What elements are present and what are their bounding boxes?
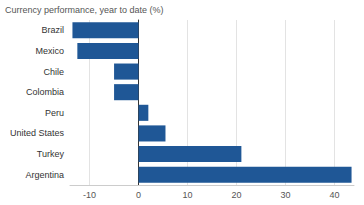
svg-text:10: 10 [183,190,193,200]
svg-text:Turkey: Turkey [37,149,65,159]
svg-text:Argentina: Argentina [25,170,64,180]
svg-text:United States: United States [10,128,65,138]
svg-text:30: 30 [280,190,290,200]
svg-text:Chile: Chile [43,67,64,77]
svg-text:0: 0 [136,190,141,200]
svg-text:Peru: Peru [45,108,64,118]
svg-text:40: 40 [329,190,339,200]
svg-text:Mexico: Mexico [35,46,64,56]
svg-text:Brazil: Brazil [41,25,64,35]
svg-text:Currency performance, year to: Currency performance, year to date (%) [5,5,164,15]
svg-text:-10: -10 [83,190,96,200]
svg-text:20: 20 [231,190,241,200]
svg-text:Colombia: Colombia [26,87,64,97]
